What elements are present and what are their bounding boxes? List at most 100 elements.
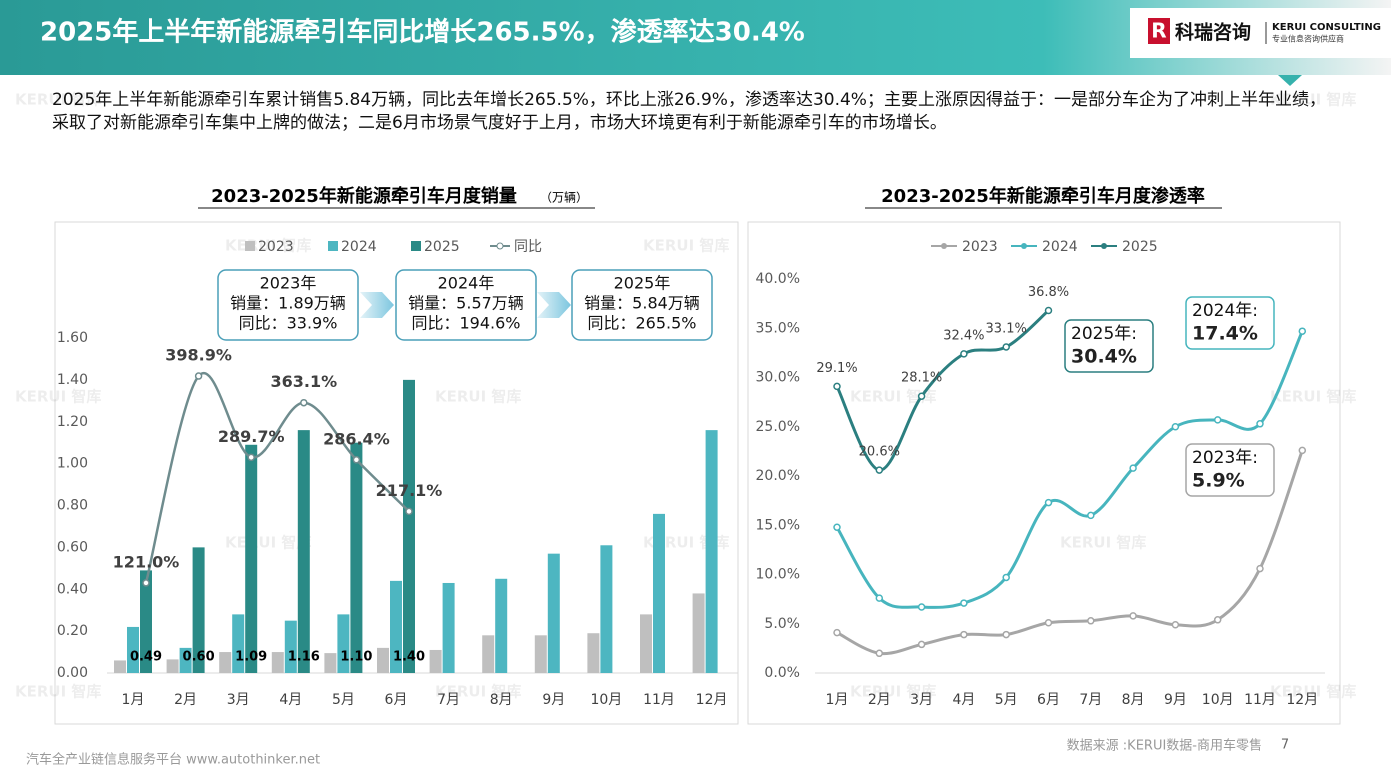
data-label: 1.09 (235, 650, 267, 665)
watermark: KERUI 智库 (1270, 683, 1356, 701)
data-label: 398.9% (165, 346, 232, 365)
point (960, 630, 968, 639)
callout-text: 同比：33.9% (239, 314, 338, 333)
bar (390, 580, 402, 673)
point (352, 456, 361, 464)
line (835, 330, 1304, 609)
point (917, 603, 926, 611)
legend-swatch (245, 241, 255, 251)
callout-box (1064, 319, 1154, 373)
x-tick-label: 9月 (1164, 692, 1187, 708)
legend-label: 2025 (1122, 239, 1158, 255)
bar (482, 635, 495, 673)
data-label: 0.60 (183, 650, 215, 665)
data-label: 1.16 (288, 650, 320, 665)
logo-en: KERUI CONSULTING (1272, 22, 1381, 33)
callout-text: 同比：194.6% (411, 314, 520, 333)
callout-value: 30.4% (1071, 346, 1137, 368)
x-tick-label: 11月 (1244, 692, 1276, 708)
point (1044, 619, 1053, 627)
bar (600, 545, 613, 673)
watermark: KERUI 智库 (15, 91, 101, 109)
header-title: 2025年上半年新能源牵引车同比增长265.5%，渗透率达30.4% (40, 17, 805, 48)
y-tick-label: 10.0% (756, 567, 800, 583)
data-label: 28.1% (901, 371, 942, 386)
legend-point (1021, 243, 1027, 249)
bar (653, 513, 665, 673)
y-tick-label: 15.0% (756, 517, 800, 533)
data-label: 36.8% (1028, 285, 1069, 300)
chart-title: 2023-2025年新能源牵引车月度销量 (211, 185, 517, 207)
bar (166, 659, 179, 673)
bar (324, 653, 337, 673)
bar (179, 647, 192, 673)
point (1087, 511, 1095, 520)
y-tick-label: 1.40 (57, 372, 88, 388)
y-tick-label: 0.60 (57, 539, 88, 555)
bar (534, 635, 547, 673)
x-tick-label: 5月 (332, 692, 355, 708)
footer-left: 汽车全产业链信息服务平台 www.autothinker.net (26, 752, 320, 768)
point (875, 649, 884, 658)
x-tick-label: 2月 (174, 692, 197, 708)
bar (692, 593, 705, 673)
watermark: KERUI 智库 (1270, 388, 1356, 406)
x-tick-label: 12月 (1286, 692, 1318, 708)
point (1256, 564, 1264, 573)
bar (640, 614, 652, 673)
chart-subtitle: （万辆） (540, 191, 588, 205)
bar (350, 442, 363, 673)
point (1044, 498, 1053, 507)
callout-box (1185, 296, 1275, 350)
x-tick-label: 11月 (643, 692, 675, 708)
x-tick-label: 5月 (995, 692, 1018, 708)
point (142, 579, 150, 587)
watermark: KERUI 智库 (1060, 534, 1146, 552)
x-tick-label: 2月 (868, 692, 891, 708)
y-tick-label: 0.80 (57, 498, 88, 514)
data-label: 121.0% (113, 552, 180, 571)
x-tick-label: 3月 (910, 692, 933, 708)
data-label: 1.40 (393, 650, 425, 665)
point (1002, 630, 1010, 639)
bar (271, 652, 284, 673)
x-tick-label: 4月 (952, 692, 975, 708)
x-tick-label: 7月 (437, 692, 460, 708)
legend-swatch (328, 241, 338, 251)
x-tick-label: 1月 (122, 692, 145, 708)
y-tick-label: 25.0% (756, 419, 800, 435)
chart-frame (747, 221, 1341, 725)
data-label: 20.6% (859, 445, 900, 460)
point (1213, 616, 1222, 624)
y-tick-label: 1.60 (57, 330, 88, 346)
bar (232, 614, 245, 673)
callout-text: 销量：5.57万辆 (408, 294, 524, 313)
point (1129, 464, 1137, 472)
bar (337, 614, 350, 673)
point (1213, 416, 1222, 424)
bar (219, 652, 232, 673)
paragraph: 2025年上半年新能源牵引车累计销售5.84万辆，同比去年增长265.5%，环比… (52, 90, 1326, 133)
x-tick-label: 7月 (1079, 692, 1102, 708)
callout-label: 2024年: (1192, 301, 1258, 321)
x-tick-label: 3月 (227, 692, 250, 708)
callout-text: 2025年 (614, 274, 671, 293)
callout-text: 销量：1.89万辆 (230, 294, 346, 313)
point (1087, 617, 1095, 625)
legend-label: 2023 (258, 239, 294, 255)
point (1171, 423, 1180, 431)
y-tick-label: 5.0% (764, 616, 800, 632)
watermark: KERUI 智库 (850, 388, 936, 406)
point (405, 507, 413, 516)
callout-text: 2023年 (260, 274, 317, 293)
point (833, 628, 841, 637)
legend-label: 2024 (1042, 239, 1078, 255)
watermark: KERUI 智库 (15, 683, 101, 701)
x-tick-label: 10月 (590, 692, 622, 708)
x-tick-label: 8月 (490, 692, 513, 708)
bar (377, 647, 389, 673)
legend-label: 2024 (341, 239, 377, 255)
logo-mark: R (1151, 19, 1166, 43)
callout-label: 2023年: (1192, 448, 1258, 468)
y-tick-label: 0.40 (57, 581, 88, 597)
